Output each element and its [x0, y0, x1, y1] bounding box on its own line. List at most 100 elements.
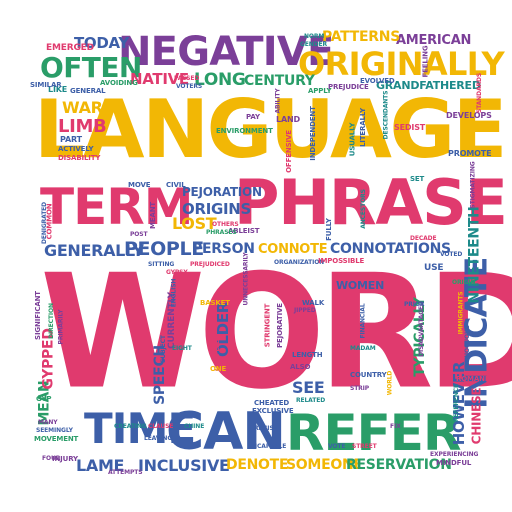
word-war: WAR: [62, 98, 103, 117]
word-decade: DECADE: [410, 235, 437, 242]
word-passed: PASSED: [174, 75, 200, 82]
word-time: TIME: [84, 404, 196, 453]
word-grandfathered: GRANDFATHERED: [376, 79, 481, 92]
word-also: ALSO: [290, 363, 311, 371]
word-norm: NORM: [304, 33, 325, 40]
word-four: FOUR: [42, 455, 61, 462]
word-originally: ORIGINALLY: [298, 45, 505, 83]
word-ableist: ABLEIST: [228, 227, 260, 235]
word-apply: APPLY: [308, 87, 332, 95]
word-chinese: CHINESE: [469, 387, 484, 445]
word-financial: FINANCIAL: [359, 303, 367, 339]
word-term: TERM: [40, 178, 194, 236]
word-prior: PRIOR: [404, 301, 425, 308]
word-injury: INJURY: [52, 455, 78, 463]
word-limb: LIMB: [58, 116, 107, 137]
word-seemingly: SEEMINGLY: [36, 427, 73, 434]
word-strip: STRIP: [350, 385, 370, 392]
word-descendants: DESCENDANTS: [382, 90, 390, 140]
word-origins: ORIGINS: [182, 200, 252, 218]
word-today: TODAY: [74, 34, 129, 52]
word-madam: MADAM: [350, 345, 376, 352]
word-jipped: JIPPED: [294, 307, 316, 314]
word-meant: MEANT: [149, 201, 158, 230]
word-feeling: FEELING: [421, 45, 430, 78]
word-organization: ORGANIZATION: [274, 259, 325, 266]
word-people: PEOPLE: [124, 238, 204, 260]
word-length: LENGTH: [292, 351, 323, 359]
word-environment: ENVIRONMENT: [216, 127, 273, 135]
word-country: COUNTRY: [350, 371, 387, 379]
word-move: MOVE: [128, 181, 151, 189]
word-nineteenth: NINETEENTH: [466, 206, 483, 304]
word-direction: DIRECTION: [47, 303, 55, 339]
word-use: USE: [424, 263, 444, 273]
word-gypsy: GYPSY: [166, 269, 188, 276]
word-can: CAN: [166, 402, 286, 462]
word-literally: LITERALLY: [359, 107, 368, 148]
word-basket: BASKET: [200, 299, 230, 307]
word-voters: VOTERS: [176, 83, 203, 90]
word-mindful: MINDFUL: [436, 459, 472, 467]
word-general: GENERAL: [70, 87, 106, 95]
word-usually: USUALLY: [348, 122, 357, 157]
word-racist: RACIST: [254, 425, 278, 432]
word-gender: GENDER: [300, 41, 328, 48]
word-primarily: PRIMARILY: [57, 309, 65, 345]
word-gyp: GYP: [36, 395, 52, 403]
word-vote: VOTE: [328, 443, 346, 450]
word-prejudiced: PREJUDICED: [190, 261, 230, 268]
word-inclusive: INCLUSIVE: [138, 456, 230, 475]
word-attempts: ATTEMPTS: [108, 469, 143, 476]
word-connote: CONNOTE: [258, 242, 328, 257]
word-origin: ORIGIN: [452, 279, 476, 286]
word-experiencing: EXPERIENCING: [430, 451, 479, 458]
word-disadvantaged: DISADVANTAGED: [417, 301, 425, 357]
word-post: POST: [130, 231, 148, 238]
word-patterns: PATTERNS: [322, 29, 401, 45]
word-ancestors: ANCESTORS: [359, 189, 367, 229]
word-eight: EIGHT: [172, 345, 192, 352]
word-pay: PAY: [246, 113, 260, 121]
word-english: ENGLISH: [170, 278, 178, 308]
word-chine: CHINE: [184, 423, 205, 430]
word-ability: ABILITY: [274, 88, 282, 114]
word-pejoration: PEJORATION: [182, 185, 262, 199]
word-emerged: EMERGED: [46, 43, 94, 53]
word-lost: LOST: [172, 214, 217, 233]
word-innocuous: INNOCUOUS: [463, 325, 471, 365]
word-promote: PROMOTE: [448, 149, 492, 158]
word-others: OTHERS: [212, 221, 239, 228]
word-refer: REFER: [286, 404, 461, 462]
word-american: AMERICAN: [396, 33, 472, 48]
word-common: COMMON: [45, 203, 54, 240]
word-generally: GENERALLY: [44, 241, 144, 260]
word-connotations: CONNOTATIONS: [330, 241, 451, 257]
word-romani: ROMANI: [456, 375, 488, 383]
word-unnecessarily: UNNECESSARILY: [242, 252, 250, 306]
word-language: LANGUAGE: [34, 83, 507, 176]
word-disability: DISABILITY: [58, 154, 101, 162]
word-stigmatizing: STIGMATIZING: [469, 161, 477, 209]
word-impossible: IMPOSSIBLE: [318, 257, 365, 265]
word-related: RELATED: [296, 397, 326, 404]
word-leaving: LEAVING: [144, 435, 173, 442]
word-one: ONE: [210, 365, 227, 373]
word-walk: WALK: [302, 299, 325, 307]
word-sitting: SITTING: [148, 261, 175, 268]
word-exclusive: EXCLUSIVE: [252, 407, 294, 415]
word-often: OFTEN: [40, 51, 142, 84]
word-movement: MOVEMENT: [34, 435, 79, 443]
word-offensive: OFFENSIVE: [284, 130, 293, 173]
word-land: LAND: [276, 115, 300, 124]
word-phrase: PHRASE: [234, 166, 508, 239]
word-stringent: STRINGENT: [263, 303, 272, 348]
word-person: PERSON: [192, 241, 255, 257]
word-negative: NEGATIVE: [118, 29, 334, 75]
word-subject: SUBJECT: [159, 335, 167, 363]
word-long: LONG: [194, 70, 246, 90]
word-actively: ACTIVELY: [58, 145, 94, 153]
word-clause: CLAUSE: [148, 423, 174, 430]
word-women: WOMEN: [336, 279, 385, 292]
